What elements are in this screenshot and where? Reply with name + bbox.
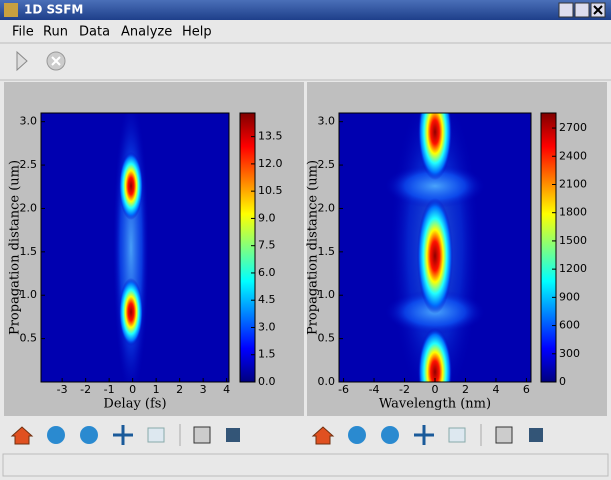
forward-button[interactable] <box>381 426 399 444</box>
y-tick-label: 1.5 <box>20 245 38 258</box>
y-tick-label: 1.0 <box>318 288 336 301</box>
run-button[interactable] <box>16 50 28 72</box>
title-bar <box>0 0 611 20</box>
y-tick-label: 0.0 <box>318 375 336 388</box>
home-button[interactable] <box>10 426 34 445</box>
zoom-button[interactable] <box>147 427 165 443</box>
heatmap-peak <box>119 278 143 346</box>
colorbar-tick-label: 2100 <box>559 177 587 190</box>
plot-toolbar <box>10 424 543 446</box>
menu-item[interactable]: Analyze <box>121 25 172 40</box>
x-tick-label: 3 <box>200 383 207 396</box>
stop-icon <box>51 56 61 66</box>
y-tick-label: 1.0 <box>20 288 38 301</box>
colorbar-tick-label: 2400 <box>559 149 587 162</box>
y-tick-label: 0.5 <box>20 332 38 345</box>
back-button[interactable] <box>348 426 366 444</box>
x-tick-label: 6 <box>523 383 530 396</box>
subplots-button[interactable] <box>495 426 513 444</box>
x-tick-label: 2 <box>462 383 469 396</box>
menu-item[interactable]: Help <box>182 25 212 40</box>
colorbar-tick-label: 1200 <box>559 262 587 275</box>
pan-button[interactable] <box>414 425 434 445</box>
zoom-button[interactable] <box>448 427 466 443</box>
x-tick-label: 2 <box>176 383 183 396</box>
heatmap-peak <box>119 152 143 220</box>
x-tick-label: 0 <box>432 383 439 396</box>
colorbar <box>239 112 256 383</box>
x-tick-label: -6 <box>338 383 349 396</box>
app-icon <box>4 3 18 17</box>
colorbar-tick-label: 4.5 <box>258 293 276 306</box>
colorbar-tick-label: 10.5 <box>258 184 283 197</box>
x-tick-label: -1 <box>104 383 115 396</box>
heatmap-halo <box>385 164 485 208</box>
y-tick-label: 1.5 <box>318 245 336 258</box>
heatmap-image <box>339 113 531 382</box>
colorbar-tick-label: 12.0 <box>258 157 283 170</box>
y-axis-label: Propagation distance (um) <box>8 160 23 335</box>
x-tick-label: 1 <box>153 383 160 396</box>
x-axis-label: Wavelength (nm) <box>379 397 491 412</box>
y-tick-label: 3.0 <box>20 115 38 128</box>
colorbar-tick-label: 6.0 <box>258 266 276 279</box>
pan-button[interactable] <box>113 425 133 445</box>
heatmap-peak <box>418 113 452 180</box>
close-icon <box>593 5 603 15</box>
plot-frame <box>40 112 230 383</box>
heatmap-band <box>113 113 149 382</box>
colorbar-tick-label: 7.5 <box>258 239 276 252</box>
colorbar-tick-label: 1800 <box>559 206 587 219</box>
status-bar <box>2 453 609 477</box>
y-tick-label: 2.0 <box>318 201 336 214</box>
y-tick-label: 3.0 <box>318 115 336 128</box>
x-axis-label: Delay (fs) <box>103 397 166 412</box>
colorbar-tick-label: 1.5 <box>258 348 276 361</box>
colorbar-tick-label: 0 <box>559 375 566 388</box>
colorbar-tick-label: 900 <box>559 290 580 303</box>
y-tick-label: 2.5 <box>20 158 38 171</box>
heatmap-peak <box>418 328 452 382</box>
subplots-button[interactable] <box>193 426 211 444</box>
x-tick-label: -4 <box>369 383 380 396</box>
menu-item[interactable]: Run <box>43 25 68 40</box>
y-tick-label: 0.5 <box>318 332 336 345</box>
back-button[interactable] <box>47 426 65 444</box>
forward-button[interactable] <box>80 426 98 444</box>
menu-item[interactable]: File <box>12 25 34 40</box>
colorbar-tick-label: 0.0 <box>258 375 276 388</box>
colorbar-tick-label: 3.0 <box>258 320 276 333</box>
y-tick-label: 2.0 <box>20 201 38 214</box>
y-axis-label: Propagation distance (um) <box>306 160 321 335</box>
maximize-button[interactable] <box>574 2 590 18</box>
colorbar-tick-label: 1500 <box>559 234 587 247</box>
x-tick-label: -3 <box>57 383 68 396</box>
x-tick-label: 4 <box>492 383 499 396</box>
x-tick-label: -2 <box>399 383 410 396</box>
y-tick-label: 2.5 <box>318 158 336 171</box>
colorbar-tick-label: 9.0 <box>258 211 276 224</box>
minimize-button[interactable] <box>558 2 574 18</box>
colorbar-tick-label: 300 <box>559 347 580 360</box>
colorbar-tick-label: 600 <box>559 319 580 332</box>
x-tick-label: 4 <box>223 383 230 396</box>
menu-bar: File Run Data Analyze Help <box>12 25 212 40</box>
colorbar <box>540 112 557 383</box>
heatmap-peak <box>417 198 453 314</box>
window-title: 1D SSFM <box>24 3 83 17</box>
x-tick-label: 0 <box>129 383 136 396</box>
colorbar-tick-label: 13.5 <box>258 130 283 143</box>
colorbar-tick-label: 2700 <box>559 121 587 134</box>
save-button[interactable] <box>226 428 240 442</box>
menu-item[interactable]: Data <box>79 25 110 40</box>
home-button[interactable] <box>311 426 335 445</box>
heatmap-image <box>41 113 229 382</box>
x-tick-label: -2 <box>80 383 91 396</box>
save-button[interactable] <box>529 428 543 442</box>
